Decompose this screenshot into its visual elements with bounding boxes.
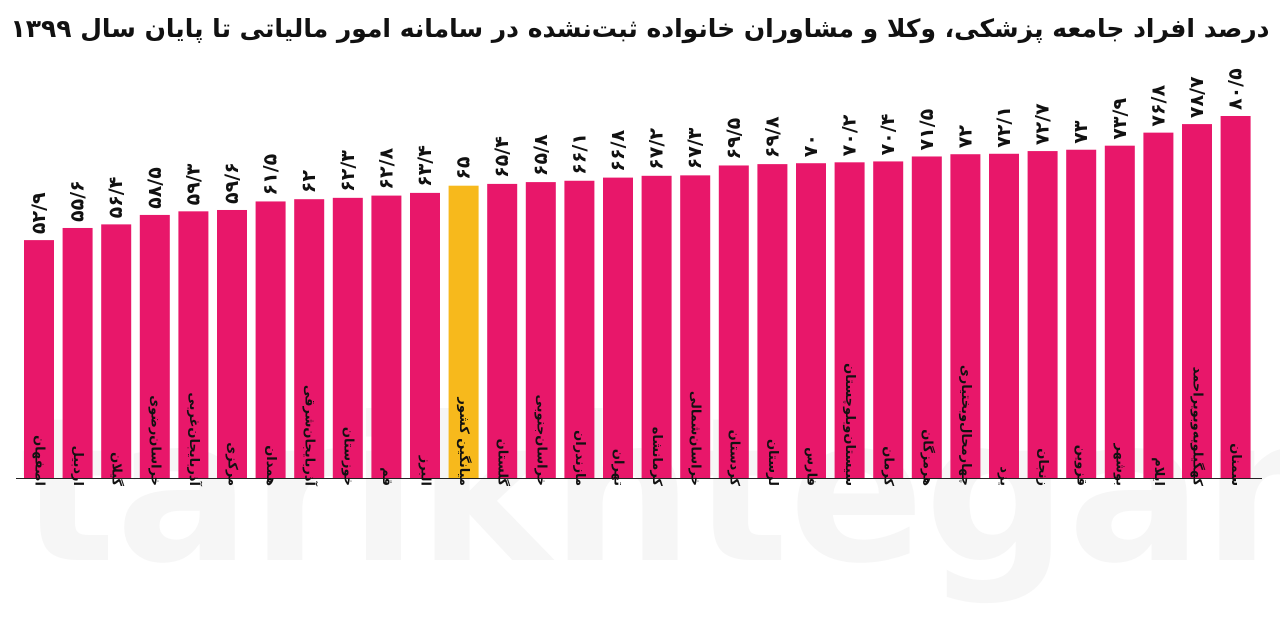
bar-value-label: ۷۰ xyxy=(800,134,822,157)
bar-value-label: ۶۶/۱ xyxy=(568,133,590,175)
bar xyxy=(101,224,132,478)
bar xyxy=(834,162,865,479)
bar-value-label: ۵۶/۴ xyxy=(105,177,127,219)
bar-value-label: ۷۲/۷ xyxy=(1032,103,1054,145)
category-label: اردبیل xyxy=(70,446,85,486)
bar xyxy=(294,199,325,478)
category-label: کرمانشاه xyxy=(649,427,664,487)
bar-value-label: ۷۳/۹ xyxy=(1109,98,1131,140)
category-label: هرمزگان xyxy=(919,429,935,486)
category-label: کهگیلویه‌وبویراحمد xyxy=(1190,367,1206,487)
bar xyxy=(989,153,1019,478)
category-label: چهارمحال‌وبختیاری xyxy=(958,365,973,486)
category-label: آذربایجان‌شرقی xyxy=(302,385,319,487)
bar xyxy=(1027,151,1058,478)
bar xyxy=(139,214,170,478)
bar-value-label: ۶۷/۲ xyxy=(646,128,668,170)
bar xyxy=(371,195,402,478)
bar xyxy=(178,211,209,478)
bar-value-label: ۵۸/۵ xyxy=(144,167,166,209)
bar xyxy=(718,165,749,479)
bar-value-label: ۶۶/۸ xyxy=(607,129,629,171)
bar xyxy=(332,197,363,478)
bar xyxy=(255,201,286,479)
bar xyxy=(680,175,711,478)
category-label: خوزستان xyxy=(340,427,355,486)
category-label: قزوین xyxy=(1074,445,1089,486)
category-label: خراسان‌رضوی xyxy=(147,395,162,486)
bar-value-label: ۸۰/۵ xyxy=(1225,68,1247,110)
bar xyxy=(410,192,440,478)
category-label: کردستان xyxy=(726,430,741,487)
bar-value-label: ۶۵/۴ xyxy=(491,136,513,178)
category-label: میانگین کشور xyxy=(456,396,472,486)
category-label: لرستان xyxy=(765,439,780,486)
bar xyxy=(796,163,826,478)
category-label: مرکزی xyxy=(225,442,240,486)
category-label: ایلام xyxy=(1151,457,1166,486)
bar xyxy=(217,209,247,478)
bar-value-label: ۶۷/۳ xyxy=(684,127,706,169)
category-label: گلستان xyxy=(495,439,511,487)
bar-value-label: ۶۵/۸ xyxy=(530,134,552,176)
bar xyxy=(1220,116,1251,478)
bar xyxy=(1104,145,1135,478)
bar xyxy=(1066,149,1097,478)
bar xyxy=(525,182,556,478)
bar-value-label: ۵۹/۳ xyxy=(182,163,204,205)
bar-value-label: ۶۳/۴ xyxy=(414,145,436,187)
category-label: فارس xyxy=(804,447,819,486)
bar xyxy=(487,183,518,478)
category-label: اصفهان xyxy=(32,435,47,486)
bar-value-label: ۵۲/۹ xyxy=(28,192,50,234)
category-label: خراسان‌شمالی xyxy=(688,391,703,486)
category-label: یزد xyxy=(997,466,1012,486)
bar xyxy=(1182,124,1212,478)
bar-value-label: ۶۱/۵ xyxy=(260,153,282,195)
bar xyxy=(873,161,904,478)
bar-value-label: ۷۲ xyxy=(954,125,976,149)
bar-value-label: ۶۹/۵ xyxy=(723,117,745,159)
category-label: گیلان xyxy=(109,452,125,486)
bar xyxy=(1143,132,1174,479)
bar-value-label: ۷۰/۴ xyxy=(877,114,899,156)
category-label: قم xyxy=(379,467,394,486)
bar xyxy=(24,240,54,478)
chart-title: درصد افراد جامعه پزشکی، وکلا و مشاوران خ… xyxy=(10,14,1270,43)
category-label: البرز xyxy=(418,455,433,486)
bar-value-label: ۵۵/۶ xyxy=(67,180,89,222)
bar-value-label: ۷۸/۷ xyxy=(1186,76,1208,118)
bar-value-label: ۵۹/۶ xyxy=(221,162,243,204)
category-label: مازندران xyxy=(572,430,587,486)
bar-value-label: ۷۰/۲ xyxy=(839,114,861,156)
bar xyxy=(911,156,942,478)
category-label: همدان xyxy=(263,445,278,486)
bar xyxy=(564,180,595,478)
bar xyxy=(603,177,633,478)
bar-value-label: ۷۱/۵ xyxy=(916,108,938,150)
bar-national-average xyxy=(448,185,479,479)
bar-value-label: ۶۲ xyxy=(298,170,320,194)
bar-value-label: ۷۶/۸ xyxy=(1147,85,1169,127)
bar-value-label: ۷۳ xyxy=(1070,120,1092,144)
bar-value-label: ۷۲/۱ xyxy=(993,106,1015,148)
category-label: سیستان‌وبلوچستان xyxy=(842,363,857,486)
category-label: کرمان xyxy=(881,446,896,486)
bar xyxy=(641,175,672,478)
bar xyxy=(62,227,93,478)
bar-value-label: ۶۲/۳ xyxy=(337,150,359,192)
category-label: خراسان‌جنوبی xyxy=(533,394,548,486)
bar-value-label: ۶۲/۸ xyxy=(375,147,397,189)
bar xyxy=(950,154,981,478)
category-label: سمنان xyxy=(1228,443,1243,486)
category-label: آذربایجان‌غربی xyxy=(186,392,203,486)
category-label: زنجان xyxy=(1035,448,1050,486)
bar xyxy=(757,164,788,479)
category-label: تهران xyxy=(611,449,626,486)
bar-value-label: ۶۵ xyxy=(453,156,475,180)
bar-value-label: ۶۹/۸ xyxy=(761,116,783,158)
category-label: بوشهر xyxy=(1112,443,1127,487)
